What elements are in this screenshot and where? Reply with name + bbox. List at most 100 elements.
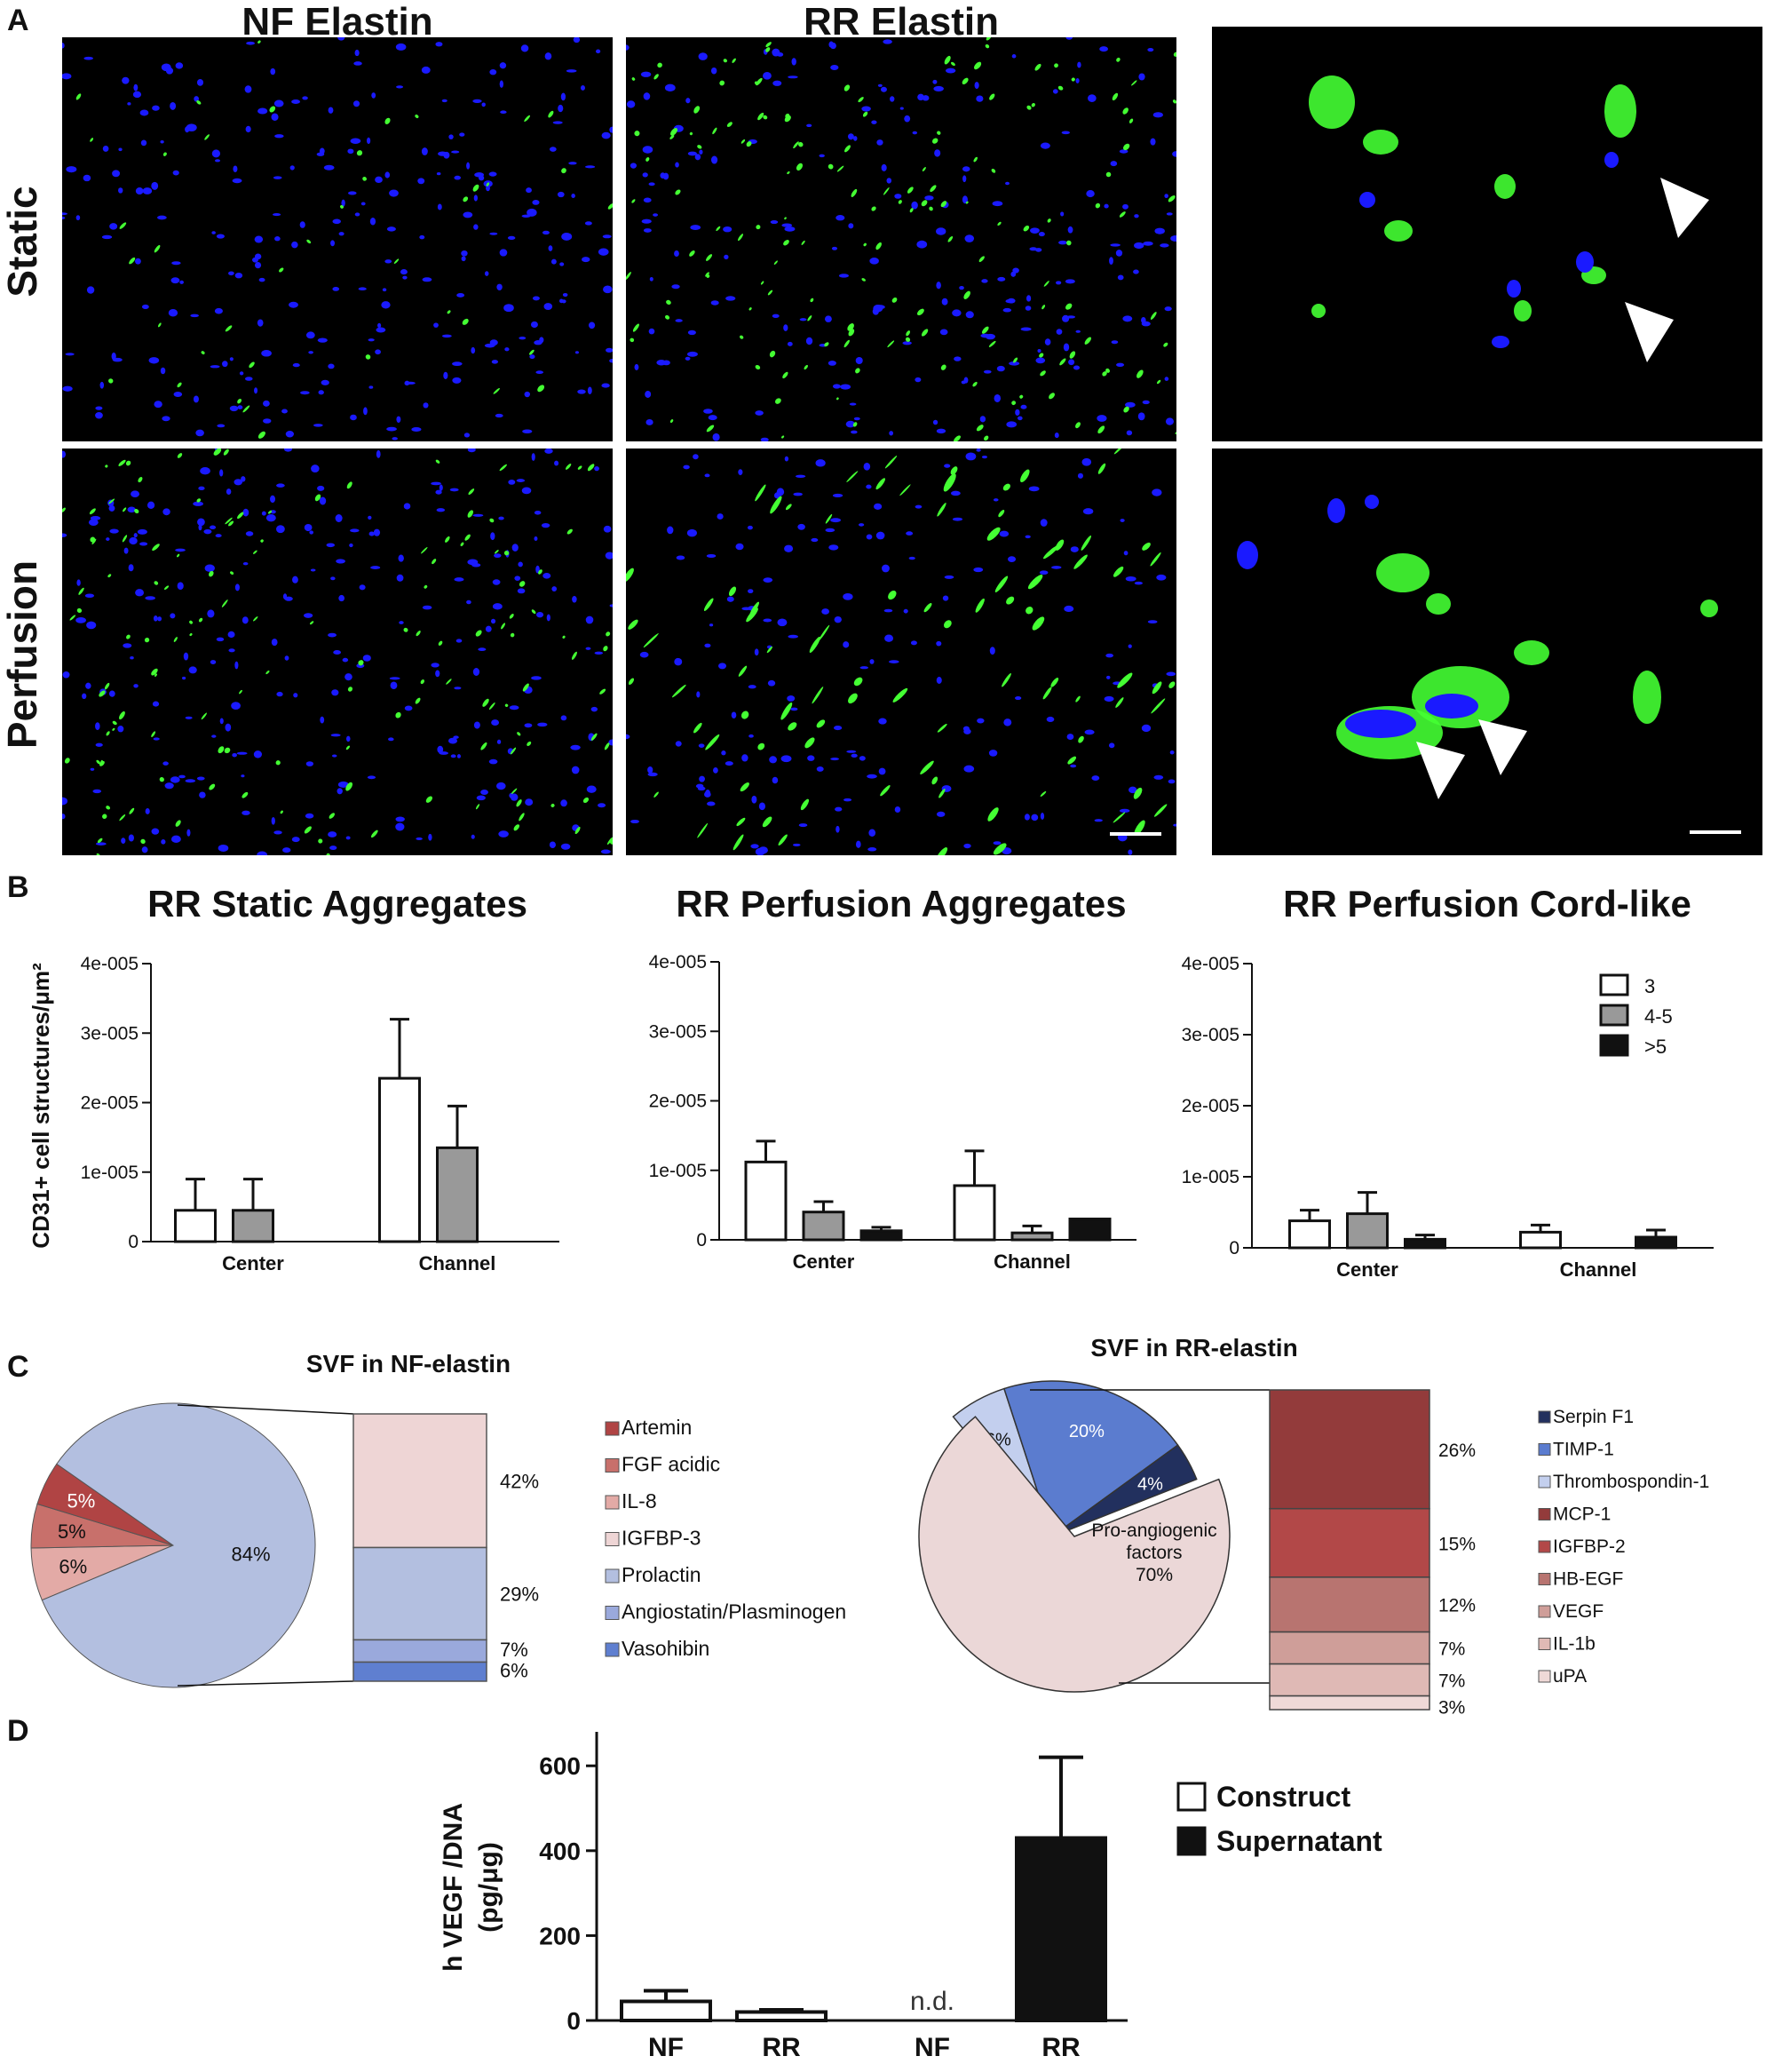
nucleus-dot [1164,377,1169,381]
nucleus-dot [954,356,962,361]
nucleus-dot [210,365,220,369]
cd31-signal [785,113,790,119]
y-axis-label: h VEGF /DNA [439,1803,468,1972]
nucleus-dot [539,337,544,344]
nucleus-dot [452,377,462,384]
cd31-signal [905,337,911,342]
nucleus-dot [863,463,871,471]
nucleus [1425,694,1478,718]
nucleus-dot [559,262,565,266]
nucleus-dot [1110,243,1121,247]
nucleus-dot [537,722,548,727]
stack-segment [1269,1695,1430,1711]
nucleus-dot [422,605,432,610]
cd31-signal [937,723,947,733]
nucleus-dot [198,524,202,531]
nucleus-dot [835,215,845,221]
nucleus-dot [376,449,381,458]
nucleus-dot [443,151,450,159]
cd31-signal [151,731,156,738]
cd31-signal [628,619,638,630]
nucleus-dot [490,618,496,624]
cd31-signal [106,731,110,736]
nucleus-dot [747,525,753,530]
cd31-signal [858,97,864,103]
cd31-signal [1067,756,1077,765]
nucleus-dot [1156,574,1167,581]
nucleus-dot [735,543,744,551]
nucleus-dot [1038,231,1045,237]
cd31-signal [909,208,914,213]
nucleus-dot [675,162,679,168]
cd31-signal [848,693,858,704]
nucleus-dot [1010,271,1017,277]
nucleus-dot [1109,257,1113,266]
nucleus-dot [99,381,105,389]
nucleus-dot [709,623,714,627]
nucleus-dot [133,684,139,688]
connector-line [177,1680,354,1687]
cd31-signal [1119,211,1126,218]
nucleus-dot [598,248,609,256]
cd31-signal [356,150,363,156]
nucleus-dot [772,80,782,86]
nucleus-dot [152,701,160,707]
nucleus-dot [911,201,918,210]
nucleus-dot [560,715,567,721]
nucleus-dot [352,100,360,107]
nucleus-dot [347,191,357,195]
panel-label-a: A [7,4,29,37]
nucleus-dot [741,754,748,762]
cd31-signal [345,782,353,791]
cd31-signal [209,570,214,577]
cd31-signal [488,703,495,711]
nucleus-dot [395,822,405,831]
nucleus-dot [748,734,754,738]
cd31-signal [812,687,824,704]
nucleus-dot [594,651,604,655]
nucleus-dot [853,136,858,141]
nucleus-dot [1035,248,1042,252]
cd31-signal [467,510,473,518]
nucleus-dot [903,608,908,614]
cd31-signal [122,535,128,543]
cd31-signal [177,553,180,558]
bar [1404,1237,1446,1250]
cd31-signal [125,460,131,466]
nucleus-dot [321,379,329,385]
cd31-signal [981,326,989,334]
nucleus-dot [62,43,65,49]
legend-label: Construct [1216,1781,1350,1813]
cd31-signal [90,138,94,142]
cd31-signal [809,636,820,653]
nucleus-dot [1075,78,1080,83]
cd31-signal [159,777,164,782]
nucleus-dot [139,542,148,546]
nucleus-dot [685,356,691,361]
cd31-signal [923,603,932,613]
cd31-signal [634,131,640,137]
nucleus-dot [225,723,232,732]
nucleus-dot [883,39,892,44]
nucleus [1359,192,1375,208]
cd31-signal [706,274,710,278]
cd31-signal [770,496,782,514]
y-tick-label: 3e-005 [649,1021,707,1042]
cd31-cell [1384,220,1413,242]
cd31-signal [765,42,772,48]
nucleus-dot [151,828,160,835]
nucleus-dot [882,564,890,573]
cd31-signal [475,804,480,810]
cd31-signal [253,550,257,554]
nucleus-dot [127,506,136,513]
cd31-signal [513,824,520,831]
nucleus-dot [1164,194,1168,199]
stack-label: 42% [500,1470,539,1492]
cd31-signal [689,250,695,257]
cd31-signal [1066,240,1072,246]
cd31-signal [653,74,659,80]
nucleus-dot [179,280,184,284]
nucleus-dot [282,847,291,853]
cd31-signal [96,759,101,765]
bar [1288,1219,1331,1250]
